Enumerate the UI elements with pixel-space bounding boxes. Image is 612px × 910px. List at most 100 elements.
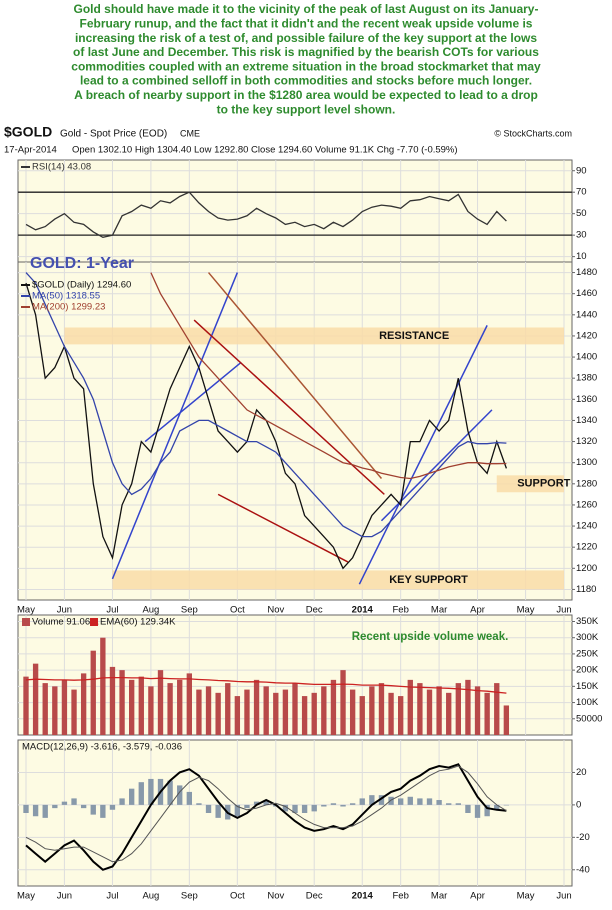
bar xyxy=(455,683,461,735)
bar xyxy=(407,796,413,805)
date: 17-Apr-2014 xyxy=(4,145,57,156)
series-line xyxy=(25,676,507,694)
bar xyxy=(71,689,77,735)
bar xyxy=(426,689,433,735)
bar xyxy=(148,778,154,805)
series-line xyxy=(150,272,507,480)
bar xyxy=(503,705,510,735)
bar xyxy=(177,785,183,805)
annotation-line: February runup, and the fact that it did… xyxy=(80,16,533,30)
trend-line xyxy=(380,409,493,522)
legend-entry: EMA(60) 129.34K xyxy=(100,617,176,628)
x-tick-label: Oct xyxy=(230,605,245,616)
x-tick-label: Feb xyxy=(392,891,408,902)
y-tick-label: 1220 xyxy=(576,542,597,553)
bar xyxy=(417,798,423,805)
bar xyxy=(80,804,87,809)
bar xyxy=(177,679,183,735)
bar xyxy=(359,798,365,805)
bar xyxy=(340,804,346,807)
series-line xyxy=(25,765,507,863)
bar xyxy=(186,673,192,735)
bar xyxy=(253,801,260,805)
annotation-line: commodities coupled with an extreme situ… xyxy=(71,59,541,73)
band-label: SUPPORT xyxy=(517,478,570,490)
bar xyxy=(90,804,96,815)
bar xyxy=(311,692,317,735)
bar xyxy=(196,689,202,735)
legend: MACD(12,26,9) -3.616, -3.579, -0.036 xyxy=(22,742,182,753)
band-label: KEY SUPPORT xyxy=(389,574,468,586)
bar xyxy=(71,798,77,805)
bar xyxy=(436,686,442,735)
y-tick-label: 1200 xyxy=(576,563,597,574)
y-tick-label: 250K xyxy=(576,648,599,659)
x-tick-label: Jul xyxy=(106,891,118,902)
series-line xyxy=(25,763,507,871)
bar xyxy=(215,804,221,818)
instrument-name: Gold - Spot Price (EOD) xyxy=(60,129,167,140)
trend-line xyxy=(358,325,488,585)
symbol: $GOLD xyxy=(4,124,52,140)
y-tick-label: 200K xyxy=(576,665,599,676)
bar xyxy=(253,679,260,735)
bar xyxy=(282,804,289,812)
bar xyxy=(167,780,173,805)
bar xyxy=(205,804,212,813)
y-tick-label: 1360 xyxy=(576,394,597,405)
y-tick-label: 50 xyxy=(576,208,587,219)
bar xyxy=(186,791,192,805)
bar xyxy=(455,803,461,805)
y-tick-label: 1420 xyxy=(576,330,597,341)
bar xyxy=(378,683,385,735)
x-tick-label: Oct xyxy=(230,891,245,902)
x-tick-label: Jun xyxy=(57,891,72,902)
bar xyxy=(398,696,404,735)
bar xyxy=(52,804,58,809)
x-tick-label: Jul xyxy=(106,605,118,616)
bar xyxy=(234,804,241,817)
bar xyxy=(100,637,106,735)
trend-line xyxy=(217,493,349,563)
panel-background xyxy=(17,261,573,601)
bar xyxy=(321,686,327,735)
legend-swatch xyxy=(22,618,30,626)
bar xyxy=(109,666,116,735)
y-tick-label: 1460 xyxy=(576,288,597,299)
legend-entry: MA(50) 1318.55 xyxy=(32,291,100,302)
y-tick-label: 90 xyxy=(576,165,587,176)
bar xyxy=(378,795,385,805)
annotation-line: A breach of nearby support in the $1280 … xyxy=(74,88,538,102)
annotation-line: of last June and December. This risk is … xyxy=(73,45,539,59)
bar xyxy=(465,804,471,813)
bar xyxy=(129,788,135,805)
bar xyxy=(263,686,269,735)
bar xyxy=(474,804,481,818)
x-tick-label: Jun xyxy=(57,605,72,616)
bar xyxy=(311,804,317,812)
volume-annotation: Recent upside volume weak. xyxy=(352,631,509,643)
x-tick-label: Apr xyxy=(470,605,485,616)
x-tick-label: Apr xyxy=(470,891,485,902)
y-tick-label: -20 xyxy=(576,832,590,843)
x-tick-label: 2014 xyxy=(352,891,374,902)
bar xyxy=(349,803,356,805)
bar xyxy=(407,679,413,735)
bar xyxy=(282,689,289,735)
bar xyxy=(42,683,48,735)
x-tick-label: May xyxy=(17,605,35,616)
bar xyxy=(330,803,337,805)
annotation-line: to the key support level shown. xyxy=(217,102,396,116)
y-tick-label: 1400 xyxy=(576,352,597,363)
bar xyxy=(426,798,433,805)
y-tick-label: 1480 xyxy=(576,267,597,278)
x-tick-label: Sep xyxy=(181,891,198,902)
bar xyxy=(138,782,144,805)
bar xyxy=(52,686,58,735)
series-line xyxy=(25,272,507,538)
bar xyxy=(119,798,125,805)
bar xyxy=(330,679,337,735)
bar xyxy=(42,804,48,818)
bar xyxy=(494,804,500,810)
y-tick-label: 300K xyxy=(576,632,599,643)
